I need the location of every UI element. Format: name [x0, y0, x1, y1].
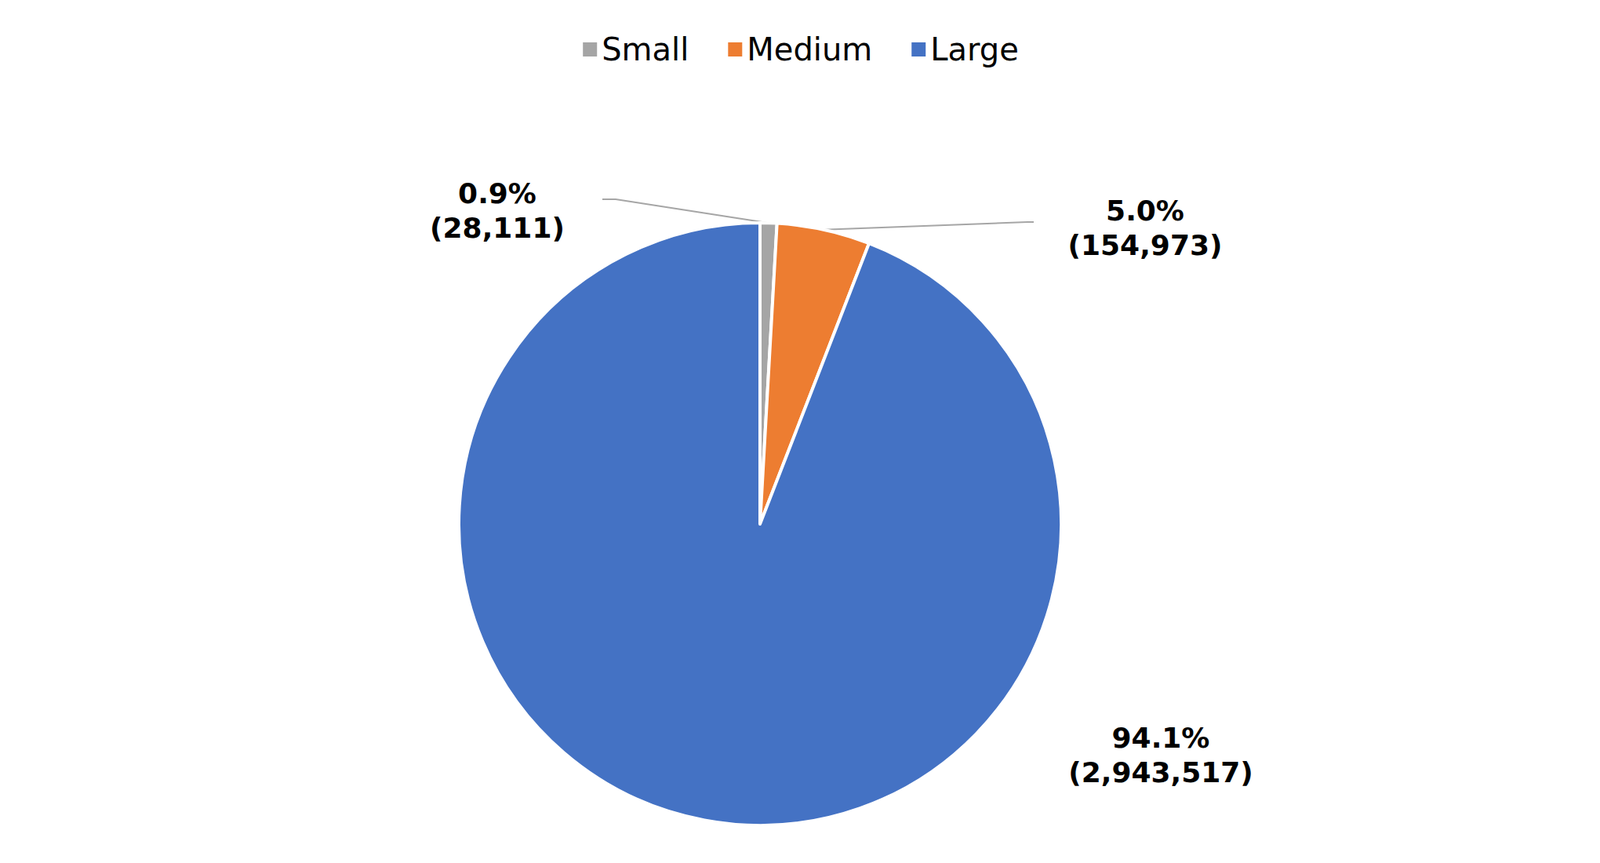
svg-text:(28,111): (28,111) [429, 211, 565, 244]
svg-text:Medium: Medium [746, 31, 873, 68]
svg-text:(154,973): (154,973) [1068, 229, 1223, 262]
svg-text:Large: Large [930, 31, 1019, 68]
svg-text:5.0%: 5.0% [1105, 194, 1185, 227]
svg-text:Small: Small [601, 31, 689, 68]
svg-text:94.1%: 94.1% [1112, 721, 1211, 754]
svg-text:(2,943,517): (2,943,517) [1068, 756, 1254, 789]
svg-text:0.9%: 0.9% [458, 177, 537, 210]
